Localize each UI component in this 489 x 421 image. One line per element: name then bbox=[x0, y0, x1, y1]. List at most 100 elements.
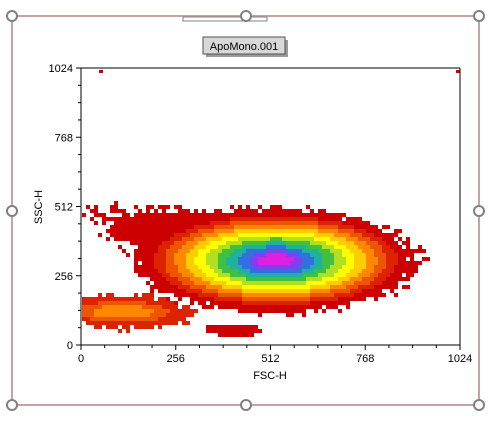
density-cell bbox=[246, 233, 250, 237]
density-cell bbox=[282, 229, 286, 233]
density-cell bbox=[166, 253, 170, 257]
density-cell bbox=[230, 325, 234, 329]
density-cell bbox=[294, 229, 298, 233]
density-cell bbox=[202, 229, 206, 233]
density-cell bbox=[242, 241, 246, 245]
density-cell bbox=[238, 269, 242, 273]
density-cell bbox=[294, 265, 298, 269]
density-cell bbox=[238, 225, 242, 229]
density-cell bbox=[158, 217, 162, 221]
density-cell bbox=[254, 281, 258, 285]
density-cell bbox=[390, 289, 394, 293]
handle-bottom-middle[interactable] bbox=[240, 399, 252, 411]
density-cell bbox=[250, 265, 254, 269]
density-cell bbox=[354, 249, 358, 253]
density-cell bbox=[98, 321, 102, 325]
density-cell bbox=[302, 213, 306, 217]
density-cell bbox=[166, 245, 170, 249]
density-cell bbox=[382, 253, 386, 257]
handle-bottom-left[interactable] bbox=[6, 399, 18, 411]
density-cell bbox=[326, 245, 330, 249]
density-cell bbox=[390, 281, 394, 285]
density-cell bbox=[366, 241, 370, 245]
density-cell bbox=[110, 205, 114, 209]
handle-top-left[interactable] bbox=[6, 10, 18, 22]
density-cell bbox=[354, 241, 358, 245]
density-cell bbox=[326, 229, 330, 233]
handle-middle-left[interactable] bbox=[6, 205, 18, 217]
density-cell bbox=[170, 233, 174, 237]
density-cell bbox=[186, 289, 190, 293]
density-cell bbox=[182, 257, 186, 261]
density-cell bbox=[118, 245, 122, 249]
density-cell bbox=[270, 249, 274, 253]
density-cell bbox=[254, 261, 258, 265]
density-cell bbox=[150, 321, 154, 325]
density-cell bbox=[250, 253, 254, 257]
density-cell bbox=[298, 305, 302, 309]
density-cell bbox=[154, 253, 158, 257]
density-cell bbox=[286, 281, 290, 285]
density-cell bbox=[118, 217, 122, 221]
density-cell bbox=[166, 269, 170, 273]
density-cell bbox=[370, 245, 374, 249]
density-cell bbox=[370, 225, 374, 229]
density-cell bbox=[174, 281, 178, 285]
density-cell bbox=[394, 233, 398, 237]
density-cell bbox=[258, 293, 262, 297]
density-cell bbox=[234, 305, 238, 309]
density-cell bbox=[262, 301, 266, 305]
density-cell bbox=[322, 233, 326, 237]
x-tick-label: 0 bbox=[78, 353, 84, 365]
density-cell bbox=[182, 281, 186, 285]
density-cell bbox=[314, 265, 318, 269]
handle-middle-right[interactable] bbox=[473, 205, 485, 217]
density-cell bbox=[246, 245, 250, 249]
density-cell bbox=[386, 261, 390, 265]
density-cell bbox=[334, 273, 338, 277]
density-cell bbox=[186, 233, 190, 237]
density-cell bbox=[254, 253, 258, 257]
handle-top-middle[interactable] bbox=[240, 10, 252, 22]
density-cell bbox=[242, 309, 246, 313]
density-cell bbox=[138, 313, 142, 317]
density-cell bbox=[206, 289, 210, 293]
density-cell bbox=[174, 269, 178, 273]
density-cell bbox=[294, 221, 298, 225]
density-cell bbox=[134, 225, 138, 229]
density-cell bbox=[158, 325, 162, 329]
density-cell bbox=[346, 249, 350, 253]
density-cell bbox=[258, 257, 262, 261]
density-cell bbox=[226, 305, 230, 309]
density-cell bbox=[342, 261, 346, 265]
density-cell bbox=[246, 221, 250, 225]
density-cell bbox=[114, 217, 118, 221]
density-cell bbox=[98, 317, 102, 321]
handle-bottom-right[interactable] bbox=[473, 399, 485, 411]
density-cell bbox=[378, 277, 382, 281]
density-cell bbox=[378, 253, 382, 257]
density-cell bbox=[234, 261, 238, 265]
density-cell bbox=[394, 261, 398, 265]
density-cell bbox=[242, 333, 246, 337]
density-cell bbox=[286, 293, 290, 297]
density-cell bbox=[382, 277, 386, 281]
density-cell bbox=[110, 293, 114, 297]
density-cell bbox=[218, 209, 222, 213]
density-cell bbox=[406, 273, 410, 277]
density-cell bbox=[226, 293, 230, 297]
density-cell bbox=[370, 249, 374, 253]
density-cell bbox=[282, 301, 286, 305]
density-cell bbox=[410, 253, 414, 257]
density-cell bbox=[194, 293, 198, 297]
density-cell bbox=[346, 305, 350, 309]
title-box[interactable]: ApoMono.001 bbox=[202, 36, 288, 57]
handle-top-right[interactable] bbox=[473, 10, 485, 22]
density-cell bbox=[330, 221, 334, 225]
density-cell bbox=[114, 205, 118, 209]
density-cell bbox=[146, 325, 150, 329]
density-cell bbox=[298, 309, 302, 313]
density-cell bbox=[166, 313, 170, 317]
resize-handles[interactable] bbox=[6, 10, 485, 411]
density-cell bbox=[186, 261, 190, 265]
